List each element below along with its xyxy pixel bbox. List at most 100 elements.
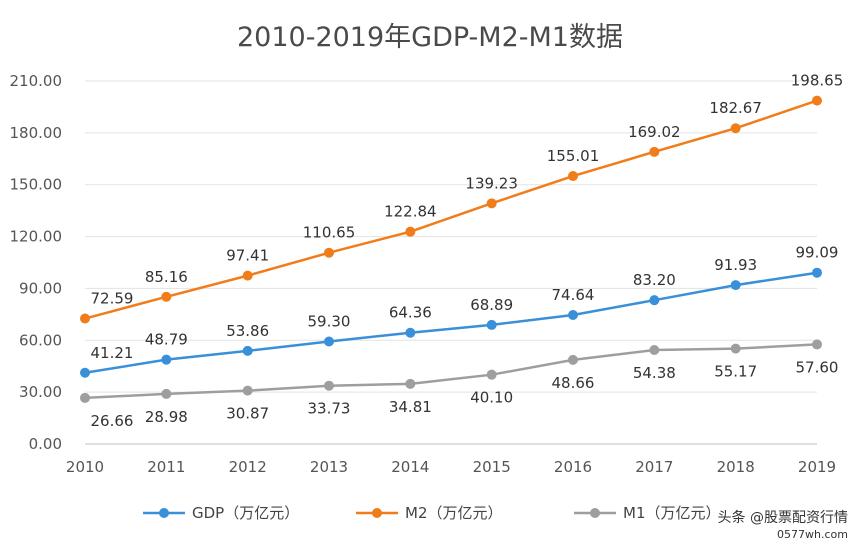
data-point	[568, 309, 578, 320]
data-point	[649, 345, 660, 356]
data-label: 57.60	[796, 358, 839, 376]
x-axis: 2010 2011 2012 2013 2014 2015 2016 2017 2018 2019	[66, 458, 836, 476]
data-label: 34.81	[389, 398, 432, 416]
y-tick-label: 210.00	[10, 72, 63, 90]
data-label: 40.10	[470, 389, 513, 407]
data-label: 122.84	[384, 203, 437, 221]
data-point	[161, 291, 172, 302]
data-point	[242, 345, 253, 356]
data-point	[405, 327, 416, 338]
data-label: 26.66	[91, 412, 134, 430]
data-point	[486, 198, 497, 209]
data-point	[324, 336, 334, 347]
data-point	[730, 343, 741, 354]
data-label: 55.17	[714, 363, 757, 381]
series-1: 72.59 85.16 97.41 110.65 122.84 139.23 155.01 1…	[80, 72, 843, 324]
watermark-url: 0577wh.com	[777, 528, 848, 541]
data-point	[649, 295, 660, 306]
data-point	[812, 339, 822, 350]
data-point	[486, 369, 497, 380]
series-group: 41.21 48.79 53.86 59.30 64.36 68.89 74.64 83.20…	[80, 72, 843, 430]
data-label: 198.65	[791, 72, 844, 90]
y-tick-label: 120.00	[10, 228, 63, 246]
data-point	[486, 319, 497, 330]
legend-item-1: M2（万亿元）	[356, 504, 503, 522]
x-tick-label: 2014	[391, 458, 429, 476]
series-line	[84, 99, 818, 320]
data-label: 68.89	[470, 296, 513, 314]
legend-item-2: M1（万亿元）	[574, 504, 721, 522]
data-point	[80, 313, 90, 324]
data-point	[161, 354, 172, 365]
x-tick-label: 2015	[473, 458, 511, 476]
x-tick-label: 2011	[147, 458, 185, 476]
data-label: 33.73	[308, 400, 351, 418]
legend: GDP（万亿元） M2（万亿元） M1（万亿元）	[143, 504, 721, 522]
x-tick-label: 2019	[798, 458, 836, 476]
data-point	[405, 226, 416, 237]
data-label: 97.41	[226, 247, 269, 265]
y-tick-label: 30.00	[19, 383, 62, 401]
data-point	[812, 267, 822, 278]
legend-swatch-marker	[590, 508, 600, 518]
data-label: 85.16	[145, 268, 188, 286]
y-tick-label: 90.00	[19, 279, 62, 297]
data-label: 54.38	[633, 364, 676, 382]
data-label: 74.64	[552, 286, 595, 304]
legend-swatch-marker	[372, 508, 382, 518]
data-point	[730, 280, 741, 291]
data-label: 28.98	[145, 408, 188, 426]
watermark: 头条 @股票配资行情 0577wh.com	[718, 509, 848, 541]
data-label: 139.23	[465, 174, 518, 192]
x-tick-label: 2010	[66, 458, 104, 476]
data-label: 182.67	[709, 99, 762, 117]
y-tick-label: 60.00	[19, 331, 62, 349]
data-label: 48.79	[145, 331, 188, 349]
y-tick-label: 180.00	[10, 124, 63, 142]
data-point	[405, 378, 416, 389]
data-label: 99.09	[796, 244, 839, 262]
data-label: 59.30	[308, 312, 351, 330]
data-point	[649, 146, 660, 157]
data-label: 30.87	[226, 405, 269, 423]
series-2: 26.66 28.98 30.87 33.73 34.81 40.10 48.66 54.38…	[80, 339, 839, 430]
x-tick-label: 2018	[717, 458, 755, 476]
data-label: 155.01	[547, 147, 600, 165]
data-label: 48.66	[552, 374, 595, 392]
data-point	[80, 392, 90, 403]
chart-title: 2010-2019年GDP-M2-M1数据	[237, 22, 623, 53]
data-point	[568, 354, 578, 365]
x-tick-label: 2013	[310, 458, 348, 476]
x-tick-label: 2017	[635, 458, 673, 476]
legend-label: M1（万亿元）	[623, 504, 721, 522]
legend-swatch-marker	[159, 508, 169, 518]
data-point	[324, 380, 334, 391]
legend-label: M2（万亿元）	[405, 504, 503, 522]
data-label: 169.02	[628, 123, 681, 141]
data-label: 83.20	[633, 271, 676, 289]
legend-item-0: GDP（万亿元）	[143, 504, 299, 522]
data-label: 64.36	[389, 304, 432, 322]
data-label: 41.21	[91, 344, 134, 362]
data-point	[324, 247, 334, 258]
data-label: 72.59	[91, 290, 134, 308]
series-line	[84, 271, 818, 374]
data-point	[242, 385, 253, 396]
data-label: 91.93	[714, 256, 757, 274]
data-point	[730, 123, 741, 134]
x-tick-label: 2016	[554, 458, 592, 476]
series-0: 41.21 48.79 53.86 59.30 64.36 68.89 74.64 83.20…	[80, 244, 838, 378]
data-point	[242, 270, 253, 281]
x-tick-label: 2012	[229, 458, 267, 476]
legend-label: GDP（万亿元）	[192, 504, 299, 522]
y-tick-label: 0.00	[29, 435, 62, 453]
y-axis: 0.00 30.00 60.00 90.00 120.00 150.00 180.00 210…	[10, 72, 63, 453]
data-point	[812, 95, 822, 106]
series-line	[84, 343, 818, 400]
data-point	[161, 388, 172, 399]
data-label: 53.86	[226, 322, 269, 340]
y-tick-label: 150.00	[10, 176, 63, 194]
data-label: 110.65	[303, 224, 356, 242]
data-point	[80, 367, 90, 378]
